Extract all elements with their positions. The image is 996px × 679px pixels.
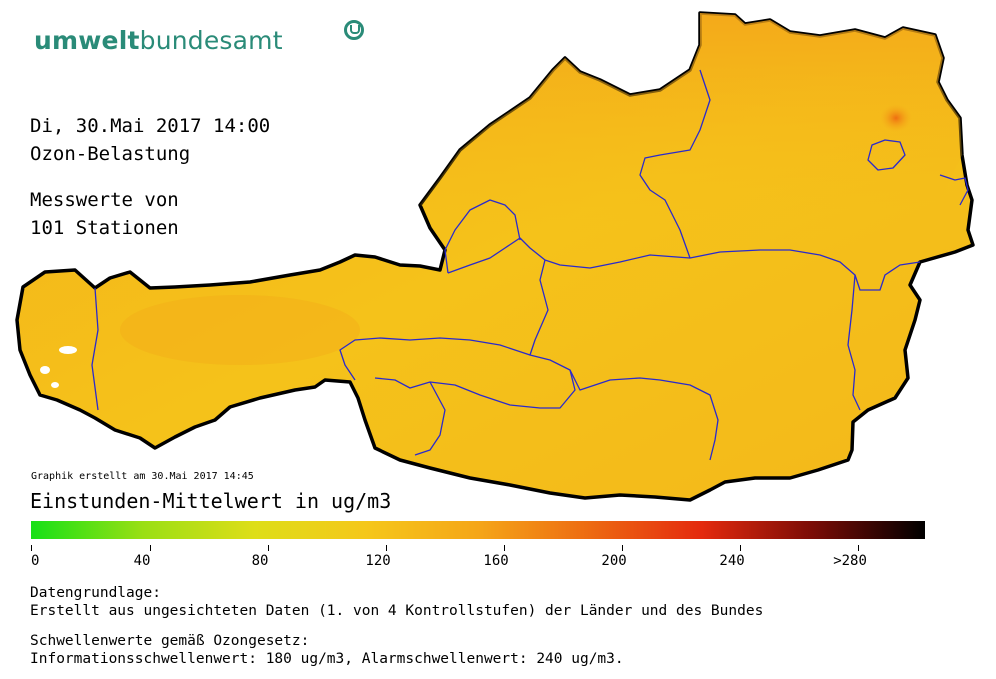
- umweltbundesamt-logo-icon: [344, 20, 364, 40]
- scale-tick: [31, 545, 32, 551]
- scale-tick: [622, 545, 623, 551]
- scale-tick-label: 120: [365, 553, 391, 569]
- swiss-white-patches: [40, 346, 77, 388]
- footer-line-4: Informationsschwellenwert: 180 ug/m3, Al…: [30, 651, 624, 667]
- scale-tick-label: 40: [133, 553, 151, 569]
- umweltbundesamt-logo: umweltbundesamt: [34, 26, 283, 55]
- ozone-hotspot: [880, 104, 912, 132]
- scale-tick-label: 80: [251, 553, 269, 569]
- scale-tick-label: 160: [483, 553, 509, 569]
- legend-title: Einstunden-Mittelwert in ug/m3: [30, 489, 392, 513]
- footer-line-1: Datengrundlage:: [30, 585, 161, 601]
- footer-line-2: Erstellt aus ungesichteten Daten (1. von…: [30, 603, 764, 619]
- scale-tick: [858, 545, 859, 551]
- color-scale-bar: [31, 521, 925, 539]
- created-timestamp: Graphik erstellt am 30.Mai 2017 14:45: [31, 471, 254, 482]
- scale-tick: [268, 545, 269, 551]
- scale-tick: [504, 545, 505, 551]
- scale-tick-label: 0: [31, 553, 40, 569]
- scale-tick: [386, 545, 387, 551]
- scale-tick: [150, 545, 151, 551]
- state-borders: [91, 69, 969, 461]
- datetime-text: Di, 30.Mai 2017 14:00: [30, 115, 271, 137]
- stations-line-1: Messwerte von: [30, 189, 179, 211]
- scale-tick-label: 200: [601, 553, 627, 569]
- tirol-orange-area: [120, 295, 360, 365]
- scale-tick: [740, 545, 741, 551]
- map-title: Ozon-Belastung: [30, 143, 191, 165]
- scale-tick-label: 240: [719, 553, 745, 569]
- scale-tick-label: >280: [833, 553, 867, 569]
- logo-text-umwelt: umwelt: [34, 26, 140, 55]
- footer-line-3: Schwellenwerte gemäß Ozongesetz:: [30, 633, 310, 649]
- northern-shading: [420, 13, 962, 255]
- logo-text-bundesamt: bundesamt: [139, 26, 283, 55]
- stations-line-2: 101 Stationen: [30, 217, 179, 239]
